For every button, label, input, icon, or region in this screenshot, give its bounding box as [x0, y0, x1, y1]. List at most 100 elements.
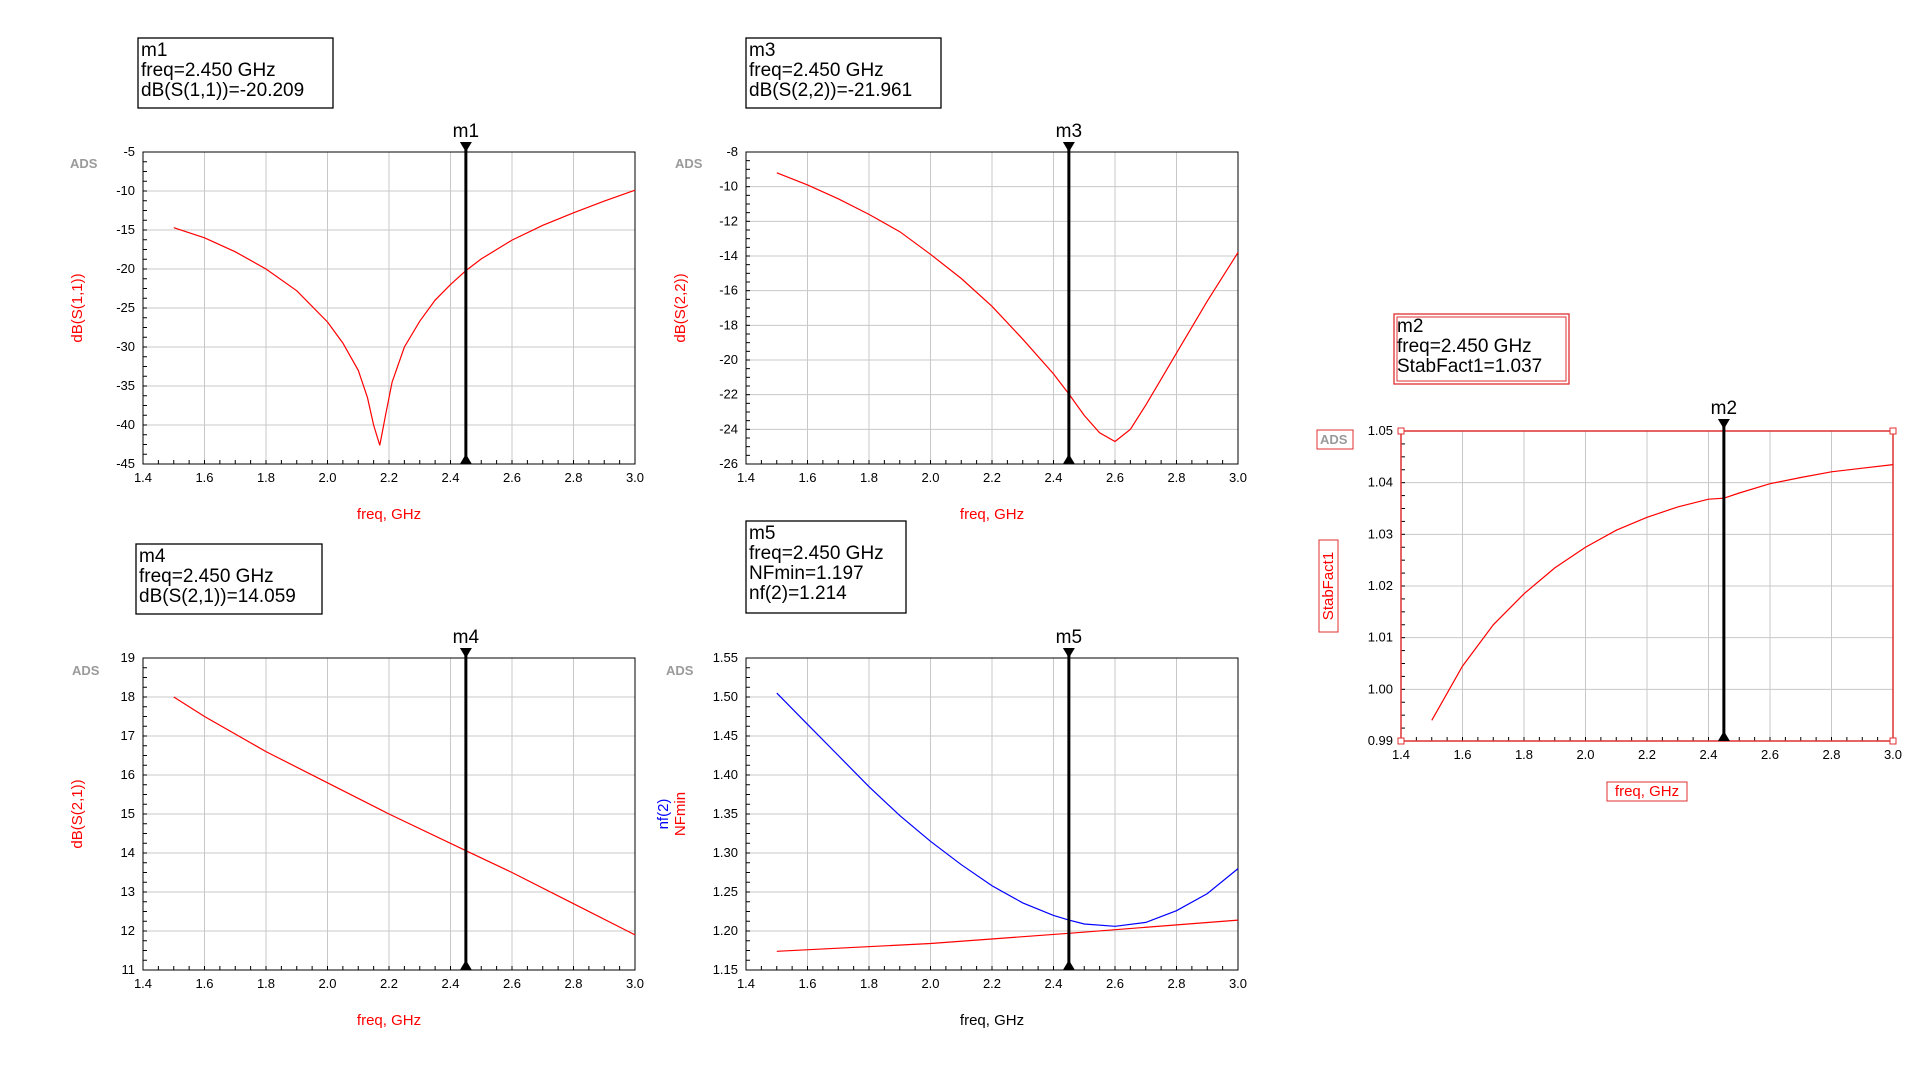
y-tick-label: 1.02: [1368, 578, 1393, 593]
series-line-0: [776, 692, 1239, 927]
y-axis-label: dB(S(2,2)): [672, 273, 689, 342]
marker-readout-line: freq=2.450 GHz: [1397, 336, 1532, 357]
y-tick-label: 17: [121, 728, 135, 743]
x-tick-label: 2.2: [983, 470, 1001, 485]
y-tick-label: -26: [719, 456, 738, 471]
marker-readout-line: StabFact1=1.037: [1397, 356, 1542, 377]
marker-readout-line: freq=2.450 GHz: [749, 60, 884, 81]
y-tick-label: -20: [719, 352, 738, 367]
x-tick-label: 2.4: [1044, 976, 1062, 991]
x-tick-label: 1.8: [860, 470, 878, 485]
y-tick-label: 16: [121, 767, 135, 782]
series-line-0: [1431, 464, 1894, 721]
x-tick-label: 1.4: [737, 470, 755, 485]
series-line-0: [776, 172, 1239, 443]
marker-readout-line: m1: [141, 40, 167, 61]
y-tick-label: -40: [116, 417, 135, 432]
marker-bottom-triangle: [459, 960, 472, 970]
y-tick-label: 1.40: [713, 767, 738, 782]
marker-name: m3: [1056, 121, 1082, 142]
y-tick-label: 15: [121, 806, 135, 821]
x-tick-label: 1.6: [195, 470, 213, 485]
y-tick-label: -15: [116, 222, 135, 237]
marker-readout-box: [135, 543, 323, 615]
y-tick-label: -18: [719, 317, 738, 332]
marker-name: m4: [453, 627, 480, 648]
y-tick-label: 1.20: [713, 923, 738, 938]
y-axis-label: StabFact1: [1320, 552, 1337, 620]
y-tick-label: 11: [122, 962, 136, 977]
marker-readout-line: dB(S(2,1))=14.059: [139, 586, 296, 607]
marker-readout-line: freq=2.450 GHz: [139, 566, 274, 587]
y-tick-label: -30: [116, 339, 135, 354]
y-tick-label: -10: [719, 179, 738, 194]
x-tick-label: 1.6: [1453, 747, 1471, 762]
x-tick-label: 1.6: [798, 470, 816, 485]
x-tick-label: 2.0: [921, 470, 939, 485]
y-tick-label: 1.35: [713, 806, 738, 821]
marker-top-triangle: [1062, 142, 1075, 152]
marker-readout-line: dB(S(1,1))=-20.209: [141, 80, 304, 101]
marker-top-triangle: [459, 142, 472, 152]
x-tick-label: 2.6: [1106, 470, 1124, 485]
x-tick-label: 2.8: [1167, 976, 1185, 991]
x-tick-label: 3.0: [1229, 470, 1247, 485]
plot-frame: [142, 657, 636, 971]
x-tick-label: 1.6: [798, 976, 816, 991]
y-tick-label: -8: [726, 144, 738, 159]
marker-readout-box: [745, 37, 942, 109]
chart-s21: 1.4 1.6 1.8 2.0 2.2 2.4 2.6 2.8 3.0 19 18 17 16 15 14 1…: [69, 543, 644, 1029]
y-tick-label: -25: [116, 300, 135, 315]
y-tick-label: -10: [116, 183, 135, 198]
marker-readout-line: dB(S(2,2))=-21.961: [749, 80, 912, 101]
marker-readout-box: [137, 37, 334, 109]
chart-s11: 1.4 1.6 1.8 2.0 2.2 2.4 2.6 2.8 3.0 -5 -10 -15 -20 -2…: [69, 37, 644, 523]
marker-readout-box: [1393, 313, 1570, 385]
x-axis-label-frame: [1606, 781, 1688, 802]
marker-readout-line: m5: [749, 523, 775, 544]
y-axis-label-1: NFmin: [672, 792, 689, 836]
x-axis-label: freq, GHz: [1615, 783, 1679, 800]
x-tick-label: 2.2: [983, 976, 1001, 991]
y-tick-label: -24: [719, 421, 738, 436]
marker-readout-box: [745, 520, 907, 614]
x-tick-label: 3.0: [1884, 747, 1902, 762]
x-tick-label: 3.0: [626, 470, 644, 485]
ads-watermark: ADS: [72, 663, 100, 678]
y-tick-label: -22: [719, 387, 738, 402]
ads-watermark: ADS: [70, 156, 98, 171]
y-tick-label: -16: [719, 283, 738, 298]
marker-bottom-triangle: [1062, 454, 1075, 464]
x-tick-label: 2.4: [1044, 470, 1062, 485]
marker-name: m1: [453, 121, 479, 142]
y-axis-label: dB(S(2,1)): [69, 779, 86, 848]
y-tick-label: 1.50: [713, 689, 738, 704]
y-tick-label: 1.15: [713, 962, 738, 977]
marker-readout-line: freq=2.450 GHz: [749, 543, 884, 564]
plot-frame: [1400, 430, 1894, 742]
x-tick-label: 2.0: [318, 976, 336, 991]
marker-readout-line: m2: [1397, 316, 1423, 337]
y-axis-label-frame: [1318, 539, 1339, 633]
y-tick-label: 1.30: [713, 845, 738, 860]
x-tick-label: 2.6: [503, 976, 521, 991]
marker-bottom-triangle: [1062, 960, 1075, 970]
x-tick-label: 2.8: [1167, 470, 1185, 485]
y-tick-label: 1.05: [1368, 423, 1393, 438]
marker-name: m2: [1711, 398, 1737, 419]
marker-readout-line: freq=2.450 GHz: [141, 60, 276, 81]
x-tick-label: 1.4: [737, 976, 755, 991]
x-axis-label: freq, GHz: [960, 1012, 1024, 1029]
x-tick-label: 3.0: [1229, 976, 1247, 991]
x-tick-label: 2.2: [1638, 747, 1656, 762]
x-tick-label: 2.4: [441, 470, 459, 485]
x-tick-label: 2.6: [1106, 976, 1124, 991]
x-axis-label: freq, GHz: [960, 506, 1024, 523]
x-axis-label: freq, GHz: [357, 1012, 421, 1029]
y-tick-label: -35: [116, 378, 135, 393]
y-tick-label: -45: [116, 456, 135, 471]
x-tick-label: 3.0: [626, 976, 644, 991]
y-tick-label: 19: [121, 650, 135, 665]
selection-handle: [1397, 737, 1405, 745]
x-tick-label: 2.0: [318, 470, 336, 485]
